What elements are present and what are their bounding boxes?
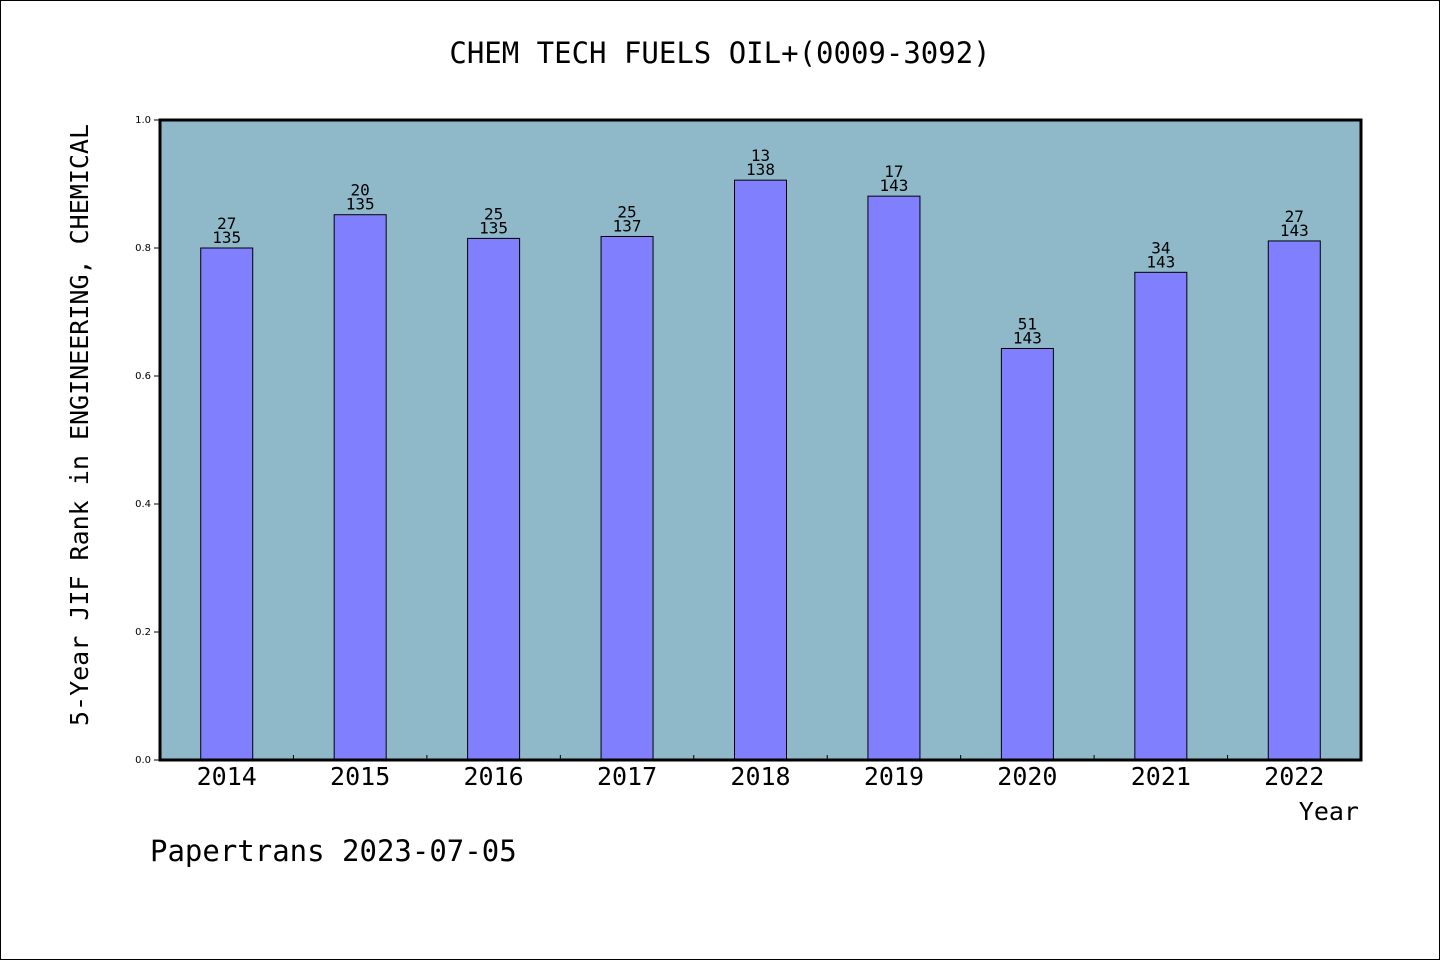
- bar: [467, 237, 521, 761]
- x-tick-label: 2018: [730, 762, 790, 791]
- bar-rank-label: 51: [1018, 314, 1037, 333]
- x-tick-label: 2015: [330, 762, 390, 791]
- x-tick-label: 2021: [1131, 762, 1191, 791]
- x-tick-label: 2022: [1264, 762, 1324, 791]
- chart-title: CHEM TECH FUELS OIL+(0009-3092): [449, 36, 991, 70]
- bar-total-label: 143: [1013, 328, 1042, 347]
- bar-rank-label: 34: [1151, 238, 1170, 257]
- x-tick-label: 2019: [864, 762, 924, 791]
- bar: [1000, 347, 1054, 761]
- bar-rank-label: 20: [351, 181, 370, 200]
- plot-border: [158, 118, 1363, 762]
- bar-total-label: 135: [212, 228, 241, 247]
- bar-rank-label: 17: [884, 162, 903, 181]
- bar-total-label: 135: [479, 218, 508, 237]
- y-axis-label: 5-Year JIF Rank in ENGINEERING, CHEMICAL: [65, 124, 94, 726]
- bar-total-label: 143: [1146, 252, 1175, 271]
- bar: [600, 235, 654, 761]
- bar-rank-label: 25: [617, 202, 636, 221]
- x-tick-label: 2020: [997, 762, 1057, 791]
- bar-rank-label: 27: [1285, 207, 1304, 226]
- bar: [1267, 240, 1321, 761]
- x-axis-label: Year: [1299, 797, 1359, 826]
- bar-rank-label: 27: [217, 214, 236, 233]
- bar: [867, 195, 921, 761]
- footer-note: Papertrans 2023-07-05: [150, 834, 517, 868]
- x-tick-label: 2017: [597, 762, 657, 791]
- bar: [734, 179, 787, 761]
- y-tick-label: 0.6: [135, 371, 151, 382]
- bar: [200, 247, 254, 761]
- x-tick-label: 2016: [464, 762, 524, 791]
- y-tick-label: 0.4: [135, 499, 151, 510]
- bar-total-label: 138: [746, 160, 775, 179]
- bar-total-label: 137: [613, 216, 642, 235]
- y-tick-label: 0.8: [135, 243, 151, 254]
- bar: [1134, 271, 1188, 761]
- y-tick-label: 0.2: [135, 627, 151, 638]
- bar-total-label: 143: [879, 176, 908, 195]
- bar-rank-label: 13: [751, 146, 770, 165]
- bar-total-label: 143: [1280, 221, 1309, 240]
- bar-rank-label: 25: [484, 204, 503, 223]
- bar: [333, 214, 387, 761]
- y-tick-label: 0.0: [135, 755, 151, 766]
- y-tick-label: 1.0: [135, 115, 151, 126]
- x-tick-label: 2014: [197, 762, 257, 791]
- bar-total-label: 135: [346, 195, 375, 214]
